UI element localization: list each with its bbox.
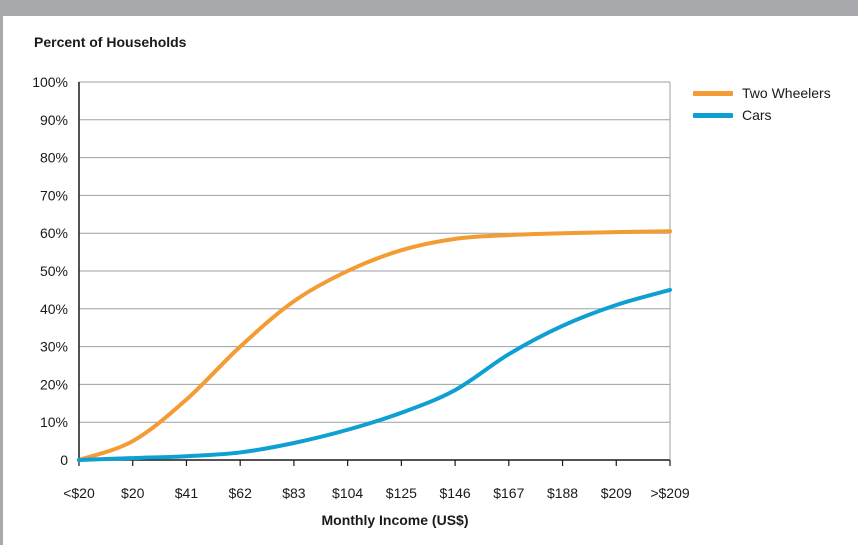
- y-tick-label: 70%: [40, 187, 68, 203]
- x-tick-label: $104: [332, 485, 363, 501]
- x-tick-label: <$20: [63, 485, 95, 501]
- legend-item-cars: Cars: [693, 104, 831, 126]
- x-tick-label: $125: [386, 485, 417, 501]
- legend-label-two-wheelers: Two Wheelers: [742, 85, 831, 101]
- axes: [77, 82, 671, 461]
- gridlines: [79, 81, 670, 423]
- x-axis-title: Monthly Income (US$): [321, 512, 469, 528]
- x-tick-label: $20: [121, 485, 145, 501]
- y-tick-label: 20%: [40, 376, 68, 392]
- x-tick-label: $167: [493, 485, 524, 501]
- x-tick-label: $62: [229, 485, 253, 501]
- y-axis-title: Percent of Households: [34, 34, 187, 50]
- y-tick-label: 0: [60, 452, 68, 468]
- x-tick-label: $83: [282, 485, 306, 501]
- x-tick-label: $188: [547, 485, 578, 501]
- y-tick-label: 80%: [40, 150, 68, 166]
- x-tick-label: >$209: [650, 485, 690, 501]
- x-tick-label: $41: [175, 485, 199, 501]
- y-tick-label: 100%: [32, 74, 68, 90]
- legend-swatch-two-wheelers: [693, 90, 733, 96]
- y-tick-label: 60%: [40, 225, 68, 241]
- y-tick-label: 50%: [40, 263, 68, 279]
- series-line-two-wheelers: [77, 229, 672, 462]
- x-tick-label: $209: [601, 485, 632, 501]
- y-tick-label: 10%: [40, 414, 68, 430]
- y-tick-label: 30%: [40, 339, 68, 355]
- legend-swatch-cars: [693, 112, 733, 118]
- y-tick-label: 90%: [40, 112, 68, 128]
- legend-item-two-wheelers: Two Wheelers: [693, 82, 831, 104]
- x-tick-label: $146: [440, 485, 471, 501]
- y-ticks: 0 10% 20% 30% 40% 50% 60% 70% 80% 90% 100%: [32, 74, 68, 468]
- series-line-cars: [77, 287, 672, 462]
- legend: Two Wheelers Cars: [693, 82, 831, 126]
- top-bar: [0, 0, 858, 16]
- x-ticks: <$20 $20 $41 $62 $83 $104 $125 $146 $167 $188 $209…: [63, 460, 690, 501]
- y-tick-label: 40%: [40, 301, 68, 317]
- legend-label-cars: Cars: [742, 107, 772, 123]
- series-lines: [77, 229, 672, 462]
